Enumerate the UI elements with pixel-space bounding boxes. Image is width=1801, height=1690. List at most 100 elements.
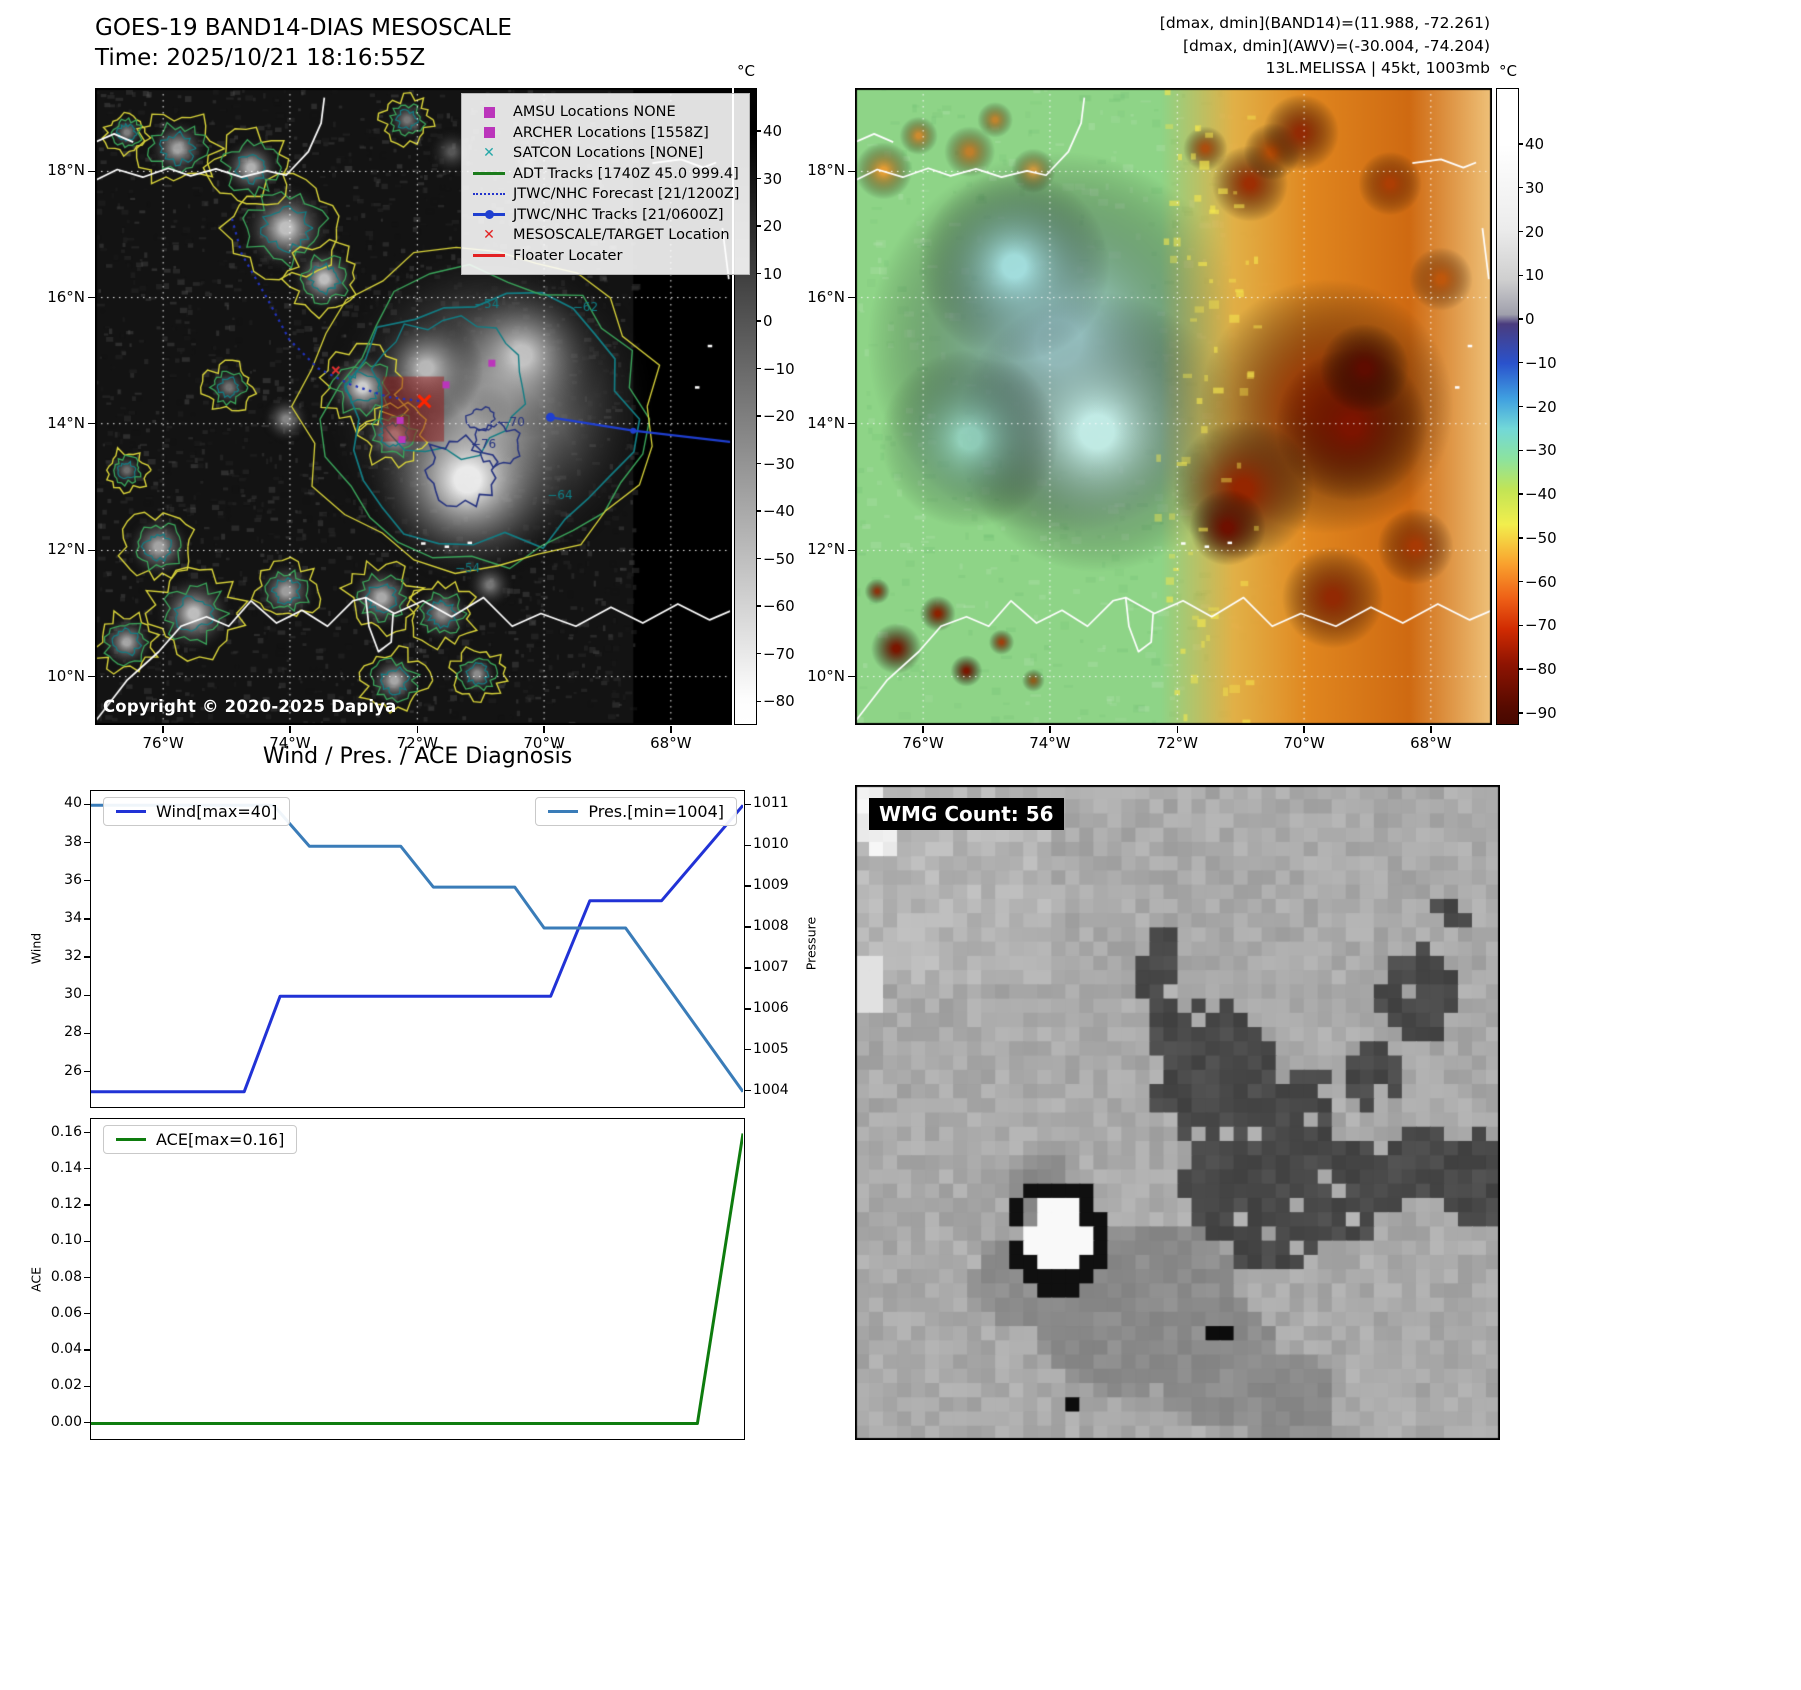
tick-mark [1518, 143, 1523, 145]
tick-mark [543, 726, 545, 733]
line-icon [473, 172, 505, 176]
tick-mark [84, 1070, 90, 1073]
tick-mark [745, 803, 751, 805]
pressure-axis-label: Pressure [803, 916, 819, 971]
dotted-line-icon [473, 193, 505, 196]
colorbar-tick-label: 10 [763, 264, 783, 283]
tick-mark [1518, 230, 1523, 233]
diagnosis-title: Wind / Pres. / ACE Diagnosis [262, 744, 573, 769]
colorbar-tick-label: −40 [1525, 485, 1557, 504]
colorbar-tick-label: −20 [1525, 397, 1557, 416]
tick-mark [84, 956, 90, 958]
tick-mark [88, 549, 95, 552]
legend-marker [472, 125, 506, 141]
lon-tick-label: 70°W [1283, 734, 1325, 752]
y-tick-label: 1005 [753, 1040, 789, 1057]
colorbar-tick-label: −50 [763, 549, 795, 568]
legend-item-label: Floater Locater [513, 247, 623, 264]
y-tick-label: 30 [64, 986, 82, 1003]
tick-mark [745, 1049, 751, 1051]
legend-item-label: JTWC/NHC Tracks [21/0600Z] [513, 206, 724, 223]
tick-mark [756, 462, 761, 465]
y-tick-label: 36 [64, 871, 82, 888]
wmg-map-canvas [855, 785, 1500, 1440]
tick-mark [84, 841, 90, 844]
tick-mark [1518, 449, 1523, 452]
legend-item: JTWC/NHC Forecast [21/1200Z] [472, 184, 739, 205]
legend-line-icon [116, 1137, 146, 1142]
tick-mark [1303, 726, 1305, 733]
legend-line-icon [548, 809, 579, 814]
pressure-legend: Pres.[min=1004] [535, 797, 737, 826]
colorbar-tick-label: −70 [763, 644, 795, 663]
square-marker-icon [483, 106, 495, 118]
tick-mark [84, 918, 90, 920]
legend-label: ACE[max=0.16] [156, 1130, 285, 1149]
colorbar-tick-label: −10 [763, 359, 795, 378]
tick-mark [848, 170, 855, 173]
dmax-awv-line: [dmax, dmin](AWV)=(-30.004, -74.204) [1183, 36, 1490, 55]
tick-mark [84, 803, 90, 805]
y-tick-label: 1011 [753, 795, 789, 812]
tick-mark [1518, 362, 1523, 364]
y-tick-label: 0.08 [50, 1268, 82, 1285]
legend-item: Floater Locater [472, 246, 739, 267]
tick-mark [745, 885, 751, 887]
colorbar-tick-label: −30 [1525, 441, 1557, 460]
y-tick-label: 40 [64, 795, 82, 812]
lat-tick-label: 14°N [807, 413, 845, 432]
colorbar-tick-label: −60 [1525, 572, 1557, 591]
tick-mark [84, 1276, 90, 1279]
x-marker-icon: ✕ [483, 145, 495, 162]
tick-mark [84, 1204, 90, 1206]
tick-mark [1518, 493, 1523, 495]
tick-mark [922, 726, 924, 733]
legend-item: AMSU Locations NONE [472, 102, 739, 123]
colorbar-tick-label: 40 [763, 121, 783, 140]
colorbar-tick-label: −20 [763, 407, 795, 426]
tick-mark [756, 415, 761, 417]
y-tick-label: 0.14 [50, 1159, 82, 1176]
tick-mark [756, 605, 761, 607]
band14-time: Time: 2025/10/21 18:16:55Z [95, 45, 426, 71]
band14-legend: AMSU Locations NONE ARCHER Locations [155… [461, 93, 751, 275]
tick-mark [745, 926, 751, 928]
tick-mark [1518, 405, 1523, 408]
lat-tick-label: 10°N [47, 666, 85, 685]
tick-mark [84, 1032, 90, 1035]
lat-tick-label: 16°N [807, 287, 845, 306]
y-tick-label: 1010 [753, 836, 789, 853]
legend-marker [472, 207, 506, 223]
tick-mark [1518, 668, 1523, 670]
lon-tick-label: 72°W [1156, 734, 1199, 752]
legend-marker [472, 186, 506, 202]
tick-mark [1049, 726, 1051, 733]
tick-mark [88, 170, 95, 173]
awv-colorbar-unit: °C [1499, 62, 1517, 80]
y-tick-label: 0.00 [50, 1413, 82, 1430]
tick-mark [1518, 624, 1523, 627]
tick-mark [670, 726, 672, 733]
lon-tick-label: 68°W [1410, 734, 1452, 752]
legend-label: Pres.[min=1004] [588, 802, 724, 821]
tick-mark [756, 557, 761, 560]
band14-colorbar-unit: °C [737, 62, 755, 80]
line-icon [473, 210, 505, 220]
lon-tick-label: 74°W [1029, 734, 1071, 752]
colorbar-tick-label: −80 [1525, 660, 1557, 679]
y-tick-label: 38 [64, 833, 82, 850]
line-icon [473, 254, 505, 258]
tick-mark [1430, 726, 1432, 733]
y-tick-label: 0.02 [50, 1377, 82, 1394]
legend-line-icon [116, 809, 146, 814]
wmg-count-label: WMG Count: 56 [869, 798, 1064, 830]
legend-item-label: MESOSCALE/TARGET Location [513, 227, 730, 244]
tick-mark [416, 726, 418, 733]
ace-chart [90, 1118, 745, 1440]
colorbar-tick-label: −80 [763, 692, 795, 711]
tick-mark [745, 967, 751, 969]
lon-tick-label: 72°W [396, 734, 439, 752]
y-tick-label: 0.16 [50, 1123, 82, 1140]
lat-tick-label: 18°N [807, 161, 845, 180]
